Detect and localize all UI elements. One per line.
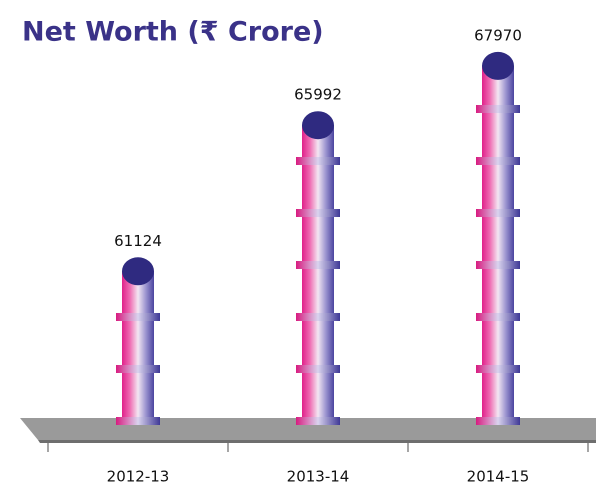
bar-cap xyxy=(122,257,154,286)
bar-ring xyxy=(296,209,340,217)
bar-ring xyxy=(476,365,520,373)
chart-title: Net Worth (₹ Crore) xyxy=(22,17,324,48)
platform xyxy=(20,418,596,440)
bar-ring xyxy=(476,209,520,217)
bar-ring xyxy=(296,261,340,269)
bar-ring xyxy=(476,417,520,425)
bar-ring xyxy=(296,313,340,321)
bar-ring xyxy=(476,157,520,165)
x-axis-ticks xyxy=(47,443,589,452)
value-label: 61124 xyxy=(114,232,162,250)
bar-ring xyxy=(116,417,160,425)
bar-cap xyxy=(302,111,334,140)
bar-ring xyxy=(476,313,520,321)
x-tick-label: 2013-14 xyxy=(287,468,350,486)
bar-cap xyxy=(482,51,514,80)
bar-ring xyxy=(476,105,520,113)
x-tick-label: 2012-13 xyxy=(107,468,170,486)
platform-edge xyxy=(38,440,596,443)
bar-ring xyxy=(296,157,340,165)
value-label: 67970 xyxy=(474,26,522,44)
bar xyxy=(122,271,154,425)
bar-ring xyxy=(116,365,160,373)
bar-ring xyxy=(296,417,340,425)
bar xyxy=(302,125,334,426)
x-tick-label: 2014-15 xyxy=(467,468,530,486)
value-label: 65992 xyxy=(294,86,342,104)
bar-ring xyxy=(116,313,160,321)
bar-ring xyxy=(296,365,340,373)
bar-ring xyxy=(476,261,520,269)
